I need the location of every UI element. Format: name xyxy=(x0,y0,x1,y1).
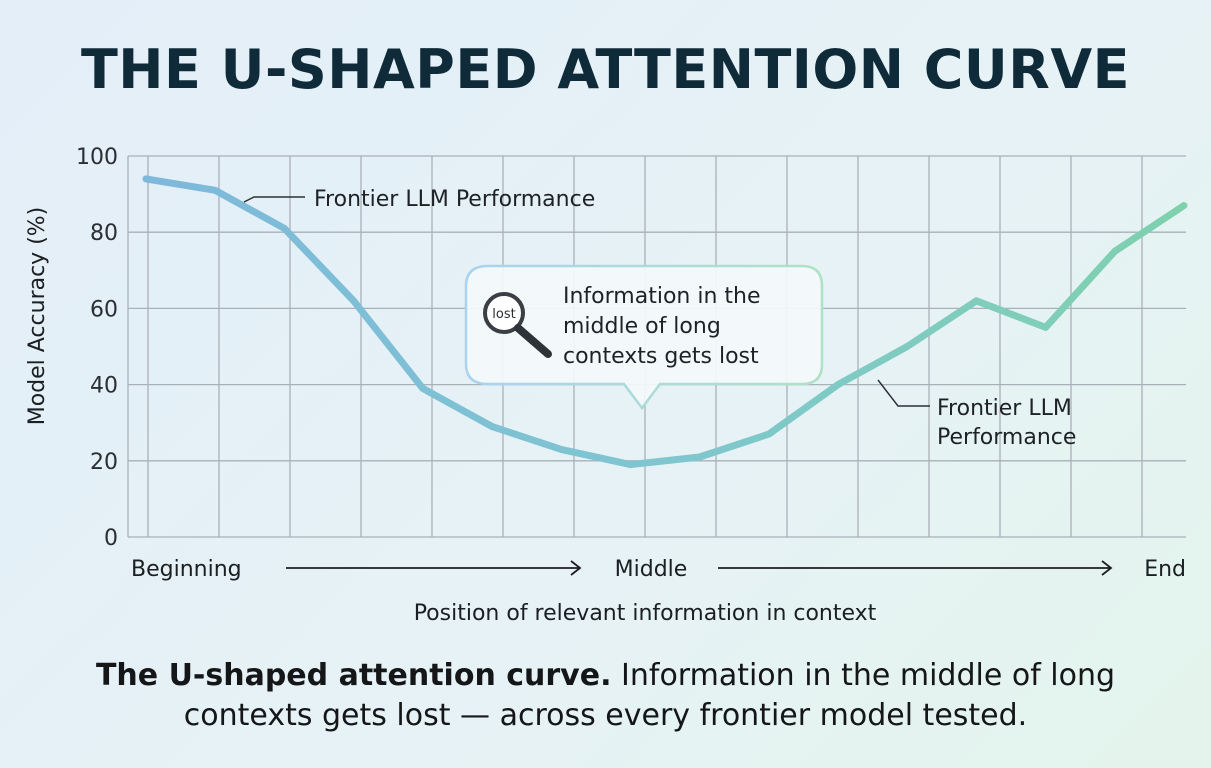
y-tick-label: 20 xyxy=(90,450,118,475)
caption: The U-shaped attention curve. Informatio… xyxy=(0,656,1211,736)
y-tick-label: 100 xyxy=(76,145,118,170)
series-line xyxy=(142,175,1188,469)
caption-bold: The U-shaped attention curve. xyxy=(95,658,612,693)
series-label-top: Frontier LLM Performance xyxy=(314,187,595,212)
arrow-beginning-to-middle xyxy=(286,560,582,576)
x-label-end: End xyxy=(1144,557,1186,582)
caption-line2: contexts gets lost — across every fronti… xyxy=(183,698,1028,733)
y-tick-label: 40 xyxy=(90,374,118,399)
callout-line-2: middle of long xyxy=(563,314,721,339)
y-tick-label: 80 xyxy=(90,221,118,246)
callout-line-3: contexts gets lost xyxy=(563,344,759,369)
callout-line-1: Information in the xyxy=(563,284,761,309)
series-label-leader-top xyxy=(243,196,305,203)
x-axis-label: Position of relevant information in cont… xyxy=(414,601,877,626)
y-tick-label: 60 xyxy=(90,297,118,322)
chart-area: 0 20 40 60 80 100 Model Accuracy (%) Frontier… xyxy=(25,145,1188,626)
y-axis-ticks: 0 20 40 60 80 100 xyxy=(76,145,118,551)
series-label-right-line2: Performance xyxy=(937,425,1076,450)
x-label-beginning: Beginning xyxy=(131,557,242,582)
series-label-right-line1: Frontier LLM xyxy=(937,396,1072,421)
chart-title: THE U-SHAPED ATTENTION CURVE xyxy=(80,38,1131,101)
x-label-middle: Middle xyxy=(615,557,688,582)
caption-line1-rest: Information in the middle of long xyxy=(611,658,1116,693)
series-label-leader-right xyxy=(877,379,930,407)
arrow-middle-to-end xyxy=(718,560,1113,576)
y-axis-label: Model Accuracy (%) xyxy=(25,207,50,426)
callout-box: lost Information in the middle of long c… xyxy=(464,264,824,411)
magnifier-icon: lost xyxy=(483,292,552,358)
magnifier-text: lost xyxy=(492,307,515,322)
y-tick-label: 0 xyxy=(104,526,118,551)
